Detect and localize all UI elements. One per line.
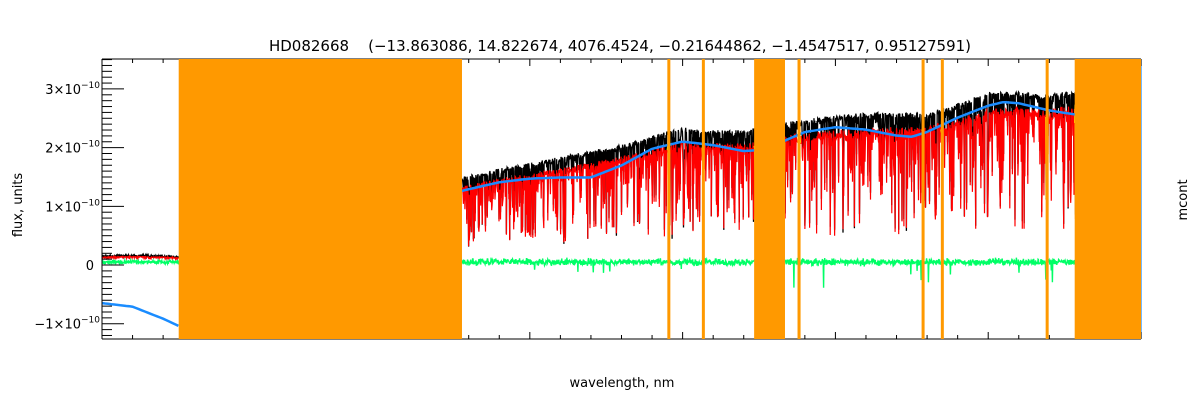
mcont-line <box>101 301 179 327</box>
masked-region <box>921 59 925 339</box>
y-tick-exponent: −10 <box>81 198 100 208</box>
model-flux-line <box>101 254 180 262</box>
masked-region <box>754 59 785 339</box>
y-axis-right-title: mcont <box>1176 179 1191 220</box>
y-axis-title: flux, units <box>11 173 26 238</box>
y-tick-label: 3×10−10 <box>45 81 100 98</box>
y-tick-exponent: −10 <box>81 81 100 91</box>
masked-region <box>178 59 462 339</box>
y-tick-mantissa: 2×10 <box>45 142 81 157</box>
chart-title: HD082668 (−13.863086, 14.822674, 4076.45… <box>269 37 971 55</box>
x-axis-title: wavelength, nm <box>570 376 675 391</box>
y-tick-label: −1×10−10 <box>34 316 100 333</box>
masked-region <box>797 59 801 339</box>
masked-region <box>701 59 705 339</box>
y-tick-mantissa: −1×10 <box>34 318 81 333</box>
y-tick-exponent: −10 <box>81 316 100 326</box>
masked-region <box>1074 59 1141 339</box>
y-tick-label: 0 <box>86 259 94 274</box>
y-tick-label: 2×10−10 <box>45 140 100 157</box>
y-tick-mantissa: 0 <box>86 259 94 274</box>
y-tick-exponent: −10 <box>81 140 100 150</box>
masked-regions <box>178 59 1141 339</box>
y-tick-mantissa: 3×10 <box>45 83 81 98</box>
masked-region <box>940 59 944 339</box>
y-tick-label: 1×10−10 <box>45 198 100 215</box>
masked-region <box>1045 59 1049 339</box>
masked-region <box>667 59 671 339</box>
residual-line <box>101 257 180 267</box>
y-tick-mantissa: 1×10 <box>45 200 81 215</box>
